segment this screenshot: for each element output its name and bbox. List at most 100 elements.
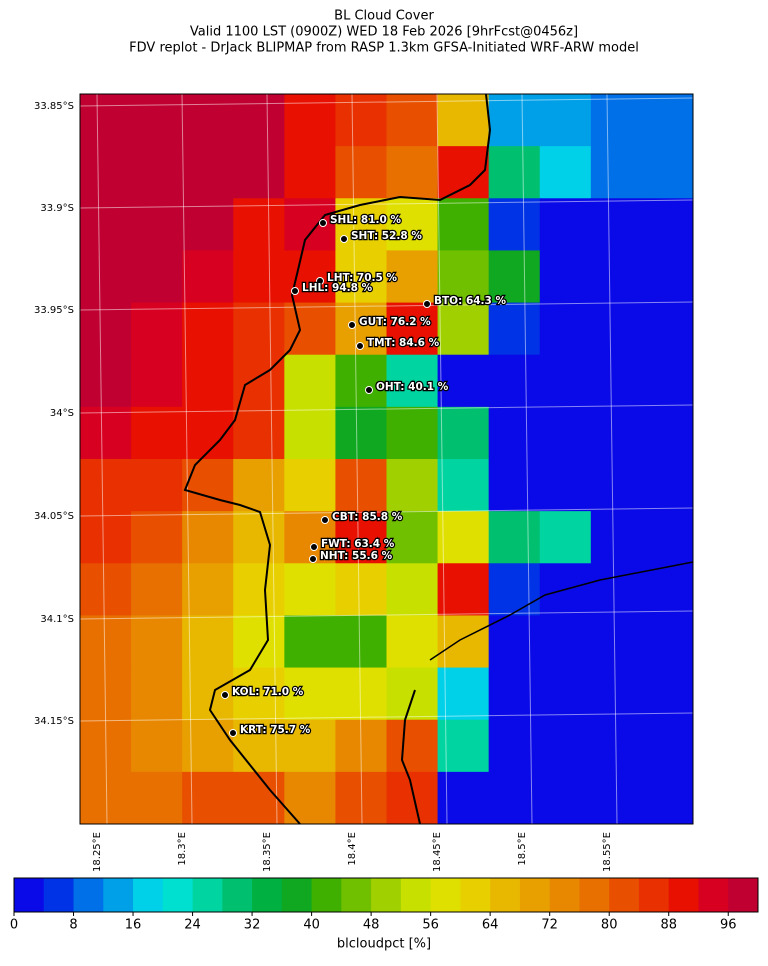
- cloud-cell: [386, 354, 439, 408]
- cloud-cell: [488, 719, 541, 773]
- cloud-cell: [590, 302, 643, 356]
- cloud-cell: [539, 198, 592, 251]
- station-label: KOL: 71.0 %: [232, 686, 304, 698]
- colorbar-tick-label: 40: [303, 918, 320, 933]
- cloud-cell: [335, 459, 387, 512]
- cloud-cell: [284, 146, 336, 199]
- cloud-cell: [641, 354, 694, 408]
- cloud-cell: [80, 615, 132, 669]
- cloud-cell: [182, 771, 234, 825]
- cloud-cell: [131, 250, 183, 304]
- colorbar-swatch: [579, 878, 610, 912]
- cloud-cell: [80, 94, 132, 147]
- graticule: [96, 93, 108, 825]
- cloud-cell: [641, 615, 694, 669]
- cloud-cell: [386, 667, 439, 721]
- cloud-cell: [131, 563, 183, 616]
- cloud-cell: [386, 198, 439, 251]
- cloud-cell: [641, 563, 694, 616]
- cloud-cell: [131, 406, 183, 460]
- cloud-cell: [539, 459, 592, 512]
- station-dot: [423, 300, 431, 308]
- cloud-cell: [80, 406, 132, 460]
- cloud-cell: [182, 459, 234, 512]
- cloud-cell: [284, 302, 336, 356]
- cloud-cell: [233, 250, 285, 304]
- station-dot: [356, 342, 364, 350]
- cloud-cell: [590, 615, 643, 669]
- colorbar-swatch: [609, 878, 640, 912]
- cloud-cell: [539, 719, 592, 773]
- colorbar-swatch: [341, 878, 372, 912]
- cloud-cell: [437, 771, 490, 825]
- cloud-cell: [233, 146, 285, 199]
- cloud-cell: [182, 511, 234, 564]
- cloud-cell: [437, 406, 490, 460]
- lon-label: 18.55°E: [602, 832, 613, 872]
- cloud-cell: [488, 198, 541, 251]
- station-dot: [365, 386, 373, 394]
- cloud-cell: [641, 146, 694, 199]
- cloud-cell: [488, 94, 541, 147]
- lat-label: 33.9°S: [40, 203, 74, 214]
- map-frame: [79, 93, 694, 825]
- colorbar-swatch: [311, 878, 342, 912]
- station-label: BTO: 64.3 %: [434, 295, 507, 307]
- station-dot: [316, 277, 324, 285]
- coastline: [183, 93, 492, 825]
- lat-label: 34.1°S: [40, 614, 74, 625]
- colorbar-swatch: [252, 878, 283, 912]
- cloud-cell: [641, 250, 694, 304]
- station-label: TMT: 84.6 %: [367, 337, 440, 349]
- cloud-cell: [641, 511, 694, 564]
- cloud-cell: [386, 615, 439, 669]
- graticule: [79, 610, 694, 620]
- cloud-cell: [641, 459, 694, 512]
- cloud-cell: [437, 198, 490, 251]
- colorbar-swatch: [460, 878, 491, 912]
- boundary: [429, 561, 694, 661]
- cloud-cell: [641, 406, 694, 460]
- cloud-cell: [488, 146, 541, 199]
- colorbar-tick-label: 24: [184, 918, 201, 933]
- cloud-cell: [131, 94, 183, 147]
- cloud-cell: [131, 511, 183, 564]
- cloud-cell: [590, 94, 643, 147]
- cloud-cell: [182, 146, 234, 199]
- cloud-cell: [539, 406, 592, 460]
- cloud-cell: [284, 198, 336, 251]
- cloud-cell: [233, 198, 285, 251]
- cloud-cell: [386, 250, 439, 304]
- cloud-cell: [131, 719, 183, 773]
- lat-label: 33.85°S: [34, 101, 74, 112]
- graticule: [351, 93, 363, 825]
- cloud-cell: [590, 511, 643, 564]
- cloud-cell: [590, 459, 643, 512]
- cloud-cell: [284, 354, 336, 408]
- colorbar-tick-label: 32: [244, 918, 261, 933]
- cloud-cell: [131, 146, 183, 199]
- graticule: [181, 93, 193, 825]
- lat-label: 33.95°S: [34, 305, 74, 316]
- cloud-cell: [590, 667, 643, 721]
- cloud-cell: [590, 563, 643, 616]
- colorbar-swatch: [222, 878, 253, 912]
- lat-label: 34°S: [50, 408, 74, 419]
- cloud-cell: [539, 667, 592, 721]
- cloud-cell: [539, 771, 592, 825]
- cloud-cell: [590, 354, 643, 408]
- cloud-cell: [80, 511, 132, 564]
- graticule: [521, 93, 533, 825]
- colorbar-tick-label: 0: [10, 918, 18, 933]
- cloud-cell: [131, 198, 183, 251]
- cloud-cell: [284, 719, 336, 773]
- cloud-cell: [335, 667, 387, 721]
- cloud-cell: [488, 511, 541, 564]
- cloud-cell: [335, 563, 387, 616]
- cloud-cell: [488, 771, 541, 825]
- station-dot: [321, 516, 329, 524]
- cloud-cell: [335, 250, 387, 304]
- cloud-cell: [233, 511, 285, 564]
- station-dot: [340, 235, 348, 243]
